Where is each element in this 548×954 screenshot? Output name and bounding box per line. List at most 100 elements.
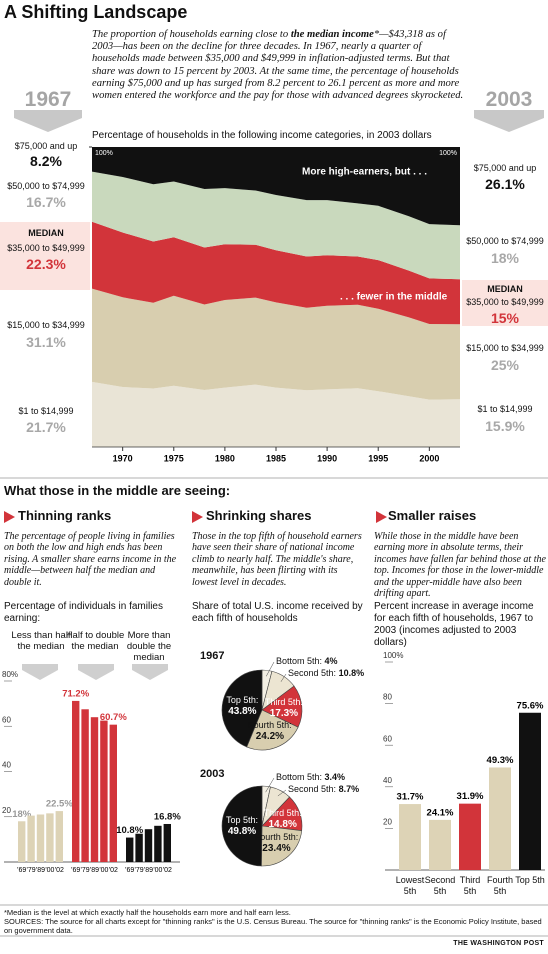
x-tick-label: '69 [71, 867, 80, 874]
heading-marker [192, 511, 203, 523]
heading-marker [4, 511, 15, 523]
pie-category: Second 5th: [288, 668, 337, 678]
pie-category: Fourth 5th: [248, 719, 292, 730]
bar [144, 829, 153, 862]
value-label: 18% [12, 809, 32, 820]
group-arrow [132, 664, 168, 680]
pie-value: 14.8% [268, 818, 297, 830]
x-tick-label: '02 [163, 867, 172, 874]
bar [459, 803, 481, 870]
bar [154, 825, 162, 862]
end-year: 2003 [485, 88, 533, 111]
sources: SOURCES: The source for all charts excep… [4, 917, 542, 935]
x-tick-label: '02 [109, 867, 118, 874]
chart-subtitle: Percent increase in average income for e… [374, 601, 534, 648]
description: The percentage of people living in famil… [4, 531, 177, 588]
x-tick-label: Lowest 5th [395, 875, 425, 896]
pie-title: 1967 [200, 650, 225, 662]
end-value-label: 25% [490, 357, 520, 373]
intro-text: *—$43,318 as of 2003—has been on the dec… [92, 29, 464, 102]
chart-subtitle: Share of total U.S. income received by e… [192, 601, 363, 624]
bar [429, 819, 451, 870]
description: Those in the top fifth of household earn… [192, 531, 362, 588]
end-value-label: 21.7% [26, 419, 66, 435]
description: While those in the middle have been earn… [374, 531, 546, 600]
series-label: $1 to $14,999 [477, 404, 533, 414]
pie-value: 3.4% [324, 772, 346, 782]
y-tick-label: 20 [2, 806, 11, 815]
x-tick-label: '89 [144, 867, 153, 874]
value-label: 31.9% [457, 791, 484, 802]
pie-value: 4% [324, 656, 338, 666]
page-title: A Shifting Landscape [4, 2, 188, 22]
x-tick-label: 1975 [164, 453, 184, 463]
leader-line [266, 661, 275, 677]
pie-category: Third 5th: [263, 807, 302, 818]
area-band [92, 381, 460, 447]
pie-slice [221, 669, 263, 748]
value-label: 31.7% [397, 792, 424, 803]
pie-value: 23.4% [262, 842, 291, 854]
leader-line [277, 789, 287, 797]
series-label: $75,000 and up [14, 141, 78, 151]
value-label: 16.8% [154, 812, 181, 823]
end-value-label: 15.9% [485, 418, 525, 434]
y-tick-label: 80 [383, 693, 392, 702]
x-tick-label: Third 5th [459, 875, 481, 896]
y-tick-label: 60 [383, 734, 392, 743]
intro: The proportion of households earning clo… [92, 29, 464, 102]
x-tick-label: '02 [55, 867, 64, 874]
x-tick-label: 1985 [266, 453, 286, 463]
value-label: 75.6% [517, 700, 544, 711]
end-value-label: 15% [490, 310, 520, 326]
x-tick-label: '00 [99, 867, 108, 874]
y-tick-label: 100% [439, 150, 457, 157]
end-value-label: 31.1% [26, 334, 66, 350]
pie-label: Second 5th: 10.8% [288, 668, 364, 678]
bar [163, 823, 171, 862]
area-band [92, 288, 460, 400]
x-tick-label: '89 [90, 867, 99, 874]
bar [126, 837, 134, 862]
chart-subtitle: Percentage of households in the followin… [92, 130, 432, 141]
intro-text: The proportion of households earning clo… [92, 29, 291, 40]
y-tick-label: 20 [383, 818, 392, 827]
x-tick-label: '69 [17, 867, 26, 874]
series-label: $15,000 to $34,999 [7, 320, 85, 330]
bar [27, 815, 35, 862]
y-tick-label: 40 [383, 776, 392, 785]
bar [81, 709, 89, 862]
x-tick-label: 1990 [317, 453, 337, 463]
x-tick-label: 2000 [419, 453, 439, 463]
bar [18, 821, 26, 862]
pie-value: 43.8% [228, 706, 257, 718]
end-value-label: 8.2% [30, 153, 62, 169]
end-value-label: 22.3% [26, 256, 66, 272]
y-tick-label: 80% [2, 670, 18, 679]
value-label: 22.5% [46, 799, 73, 810]
x-tick-label: 1980 [215, 453, 235, 463]
pie-slice [221, 785, 263, 867]
year-arrow [14, 110, 82, 132]
chart-subtitle: Percentage of individuals in families ea… [4, 601, 163, 624]
year-arrow [474, 110, 544, 132]
group-label: Less than half the median [11, 630, 71, 652]
section-title: What those in the middle are seeing: [4, 483, 231, 498]
pie-category: Top 5th: [225, 814, 259, 825]
pie-slice [246, 709, 299, 751]
pie-label: Second 5th: 8.7% [288, 784, 359, 794]
bar [109, 724, 117, 862]
start-year: 1967 [24, 88, 72, 111]
group-label: More than double the median [126, 630, 172, 663]
x-tick-label: Top 5th [515, 875, 545, 885]
pie-value: 8.7% [338, 784, 360, 794]
end-value-label: 18% [490, 250, 520, 266]
x-tick-label: '79 [27, 867, 36, 874]
x-tick-label: '89 [36, 867, 45, 874]
y-tick-label: 40 [2, 761, 11, 770]
x-tick-label: '00 [45, 867, 54, 874]
pie-value: 17.3% [269, 707, 299, 719]
y-tick-label: 100% [95, 150, 113, 157]
